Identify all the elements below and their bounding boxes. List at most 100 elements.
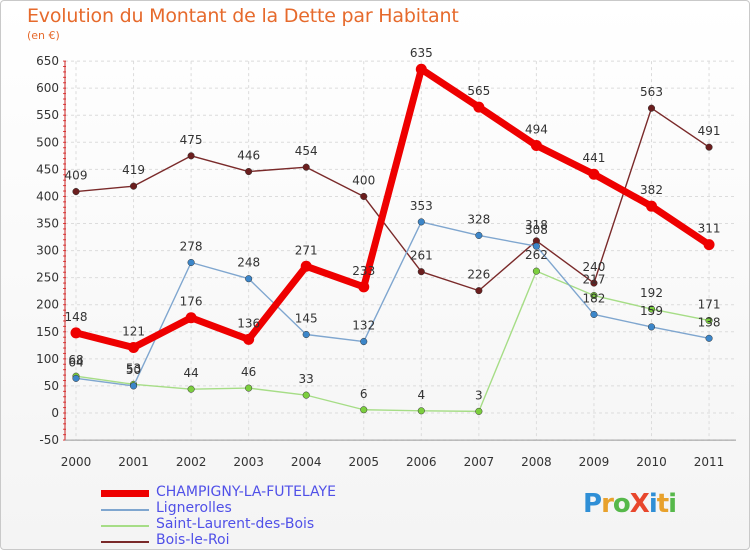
legend-swatch [101,490,149,497]
data-label-champigny-la-futelaye: 565 [467,84,490,98]
data-point-lignerolles [187,258,195,267]
data-label-saint-laurent-des-bois: 3 [475,388,483,402]
data-point-bois-le-roi [187,152,195,160]
data-label-lignerolles: 64 [68,355,83,369]
data-label-champigny-la-futelaye: 311 [698,222,721,236]
x-tick-label: 2006 [406,455,437,469]
data-label-saint-laurent-des-bois: 171 [698,297,721,311]
data-label-lignerolles: 138 [698,315,721,329]
x-tick-label: 2011 [694,455,725,469]
data-label-lignerolles: 50 [126,363,141,377]
legend-label: Saint-Laurent-des-Bois [156,516,315,532]
data-label-saint-laurent-des-bois: 4 [417,388,425,402]
series-line-lignerolles [75,221,710,387]
legend-label: Bois-le-Roi [156,532,230,548]
data-point-champigny-la-futelaye [473,101,485,113]
data-label-lignerolles: 308 [525,223,548,237]
data-point-saint-laurent-des-bois [590,291,598,300]
chart-subtitle: (en €) [27,29,60,42]
data-point-bois-le-roi [245,167,253,176]
legend-label: CHAMPIGNY-LA-FUTELAYE [156,484,336,500]
data-point-saint-laurent-des-bois [647,305,656,313]
y-tick-label: 100 [36,352,59,366]
data-label-bois-le-roi: 475 [180,133,203,147]
y-tick-label: 250 [36,271,59,285]
data-point-lignerolles [532,242,540,250]
data-label-saint-laurent-des-bois: 6 [360,387,368,401]
data-point-bois-le-roi [302,163,310,171]
data-point-saint-laurent-des-bois [532,267,540,275]
data-label-lignerolles: 159 [640,304,663,318]
data-point-bois-le-roi [590,279,598,287]
data-point-champigny-la-futelaye [646,200,657,212]
data-label-saint-laurent-des-bois: 192 [640,286,663,300]
y-tick-label: 150 [36,325,59,339]
x-tick-label: 2000 [61,455,92,469]
data-label-bois-le-roi: 318 [525,218,548,232]
data-label-champigny-la-futelaye: 136 [237,316,260,330]
chart-title: Evolution du Montant de la Dette par Hab… [27,5,459,27]
data-label-champigny-la-futelaye: 233 [352,264,375,278]
data-label-lignerolles: 248 [237,256,260,270]
proxiti-logo: ProXiti [583,489,677,519]
x-tick-label: 2001 [118,455,149,469]
x-tick-label: 2003 [233,455,264,469]
data-point-champigny-la-futelaye [530,140,542,152]
y-tick-label: 50 [44,379,59,393]
data-point-saint-laurent-des-bois [360,406,368,414]
y-tick-label: -50 [39,433,59,447]
y-tick-label: 0 [51,406,59,420]
data-point-champigny-la-futelaye [358,281,370,293]
logo-letter: i [668,489,677,519]
y-tick-label: 650 [36,54,59,68]
data-point-lignerolles [72,374,80,382]
data-label-champigny-la-futelaye: 494 [525,123,548,137]
data-point-champigny-la-futelaye [243,333,255,345]
data-label-bois-le-roi: 226 [467,268,490,282]
data-point-champigny-la-futelaye [415,63,427,75]
x-tick-label: 2009 [579,455,610,469]
data-point-lignerolles [360,337,368,346]
x-tick-label: 2004 [291,455,322,469]
data-point-lignerolles [705,334,713,342]
data-label-champigny-la-futelaye: 635 [410,46,433,60]
x-tick-label: 2002 [176,455,207,469]
data-label-bois-le-roi: 563 [640,85,663,99]
data-point-champigny-la-futelaye [128,341,140,353]
data-point-champigny-la-futelaye [588,168,600,180]
data-point-saint-laurent-des-bois [475,407,483,415]
data-label-saint-laurent-des-bois: 53 [126,361,141,375]
data-point-champigny-la-futelaye [300,260,312,272]
data-point-bois-le-roi [647,104,656,112]
data-point-bois-le-roi [72,188,80,196]
data-point-bois-le-roi [360,192,368,200]
data-label-saint-laurent-des-bois: 46 [241,365,256,379]
data-point-bois-le-roi [475,287,483,295]
data-label-saint-laurent-des-bois: 262 [525,248,548,262]
data-label-lignerolles: 328 [467,212,490,226]
data-point-champigny-la-futelaye [703,239,715,251]
logo-letter: i [648,489,658,519]
data-point-lignerolles [647,323,656,331]
y-tick-label: 300 [36,244,59,258]
data-label-lignerolles: 132 [352,319,375,333]
x-tick-label: 2005 [348,455,379,469]
data-label-bois-le-roi: 240 [582,260,605,274]
data-label-bois-le-roi: 491 [698,124,721,138]
data-label-saint-laurent-des-bois: 217 [582,273,605,287]
data-point-lignerolles [475,231,483,239]
series-line-saint-laurent-des-bois [75,270,710,413]
data-label-champigny-la-futelaye: 441 [582,151,605,165]
data-point-saint-laurent-des-bois [417,407,425,415]
legend-swatch [101,525,149,527]
data-label-bois-le-roi: 400 [352,173,375,187]
y-tick-label: 500 [36,135,59,149]
data-label-bois-le-roi: 446 [237,149,260,163]
data-label-champigny-la-futelaye: 382 [640,183,663,197]
data-label-bois-le-roi: 454 [295,144,318,158]
data-point-lignerolles [302,330,310,339]
data-point-saint-laurent-des-bois [302,391,310,399]
data-point-saint-laurent-des-bois [187,385,195,393]
line-chart: -500501001502002503003504004505005506006… [36,46,736,469]
